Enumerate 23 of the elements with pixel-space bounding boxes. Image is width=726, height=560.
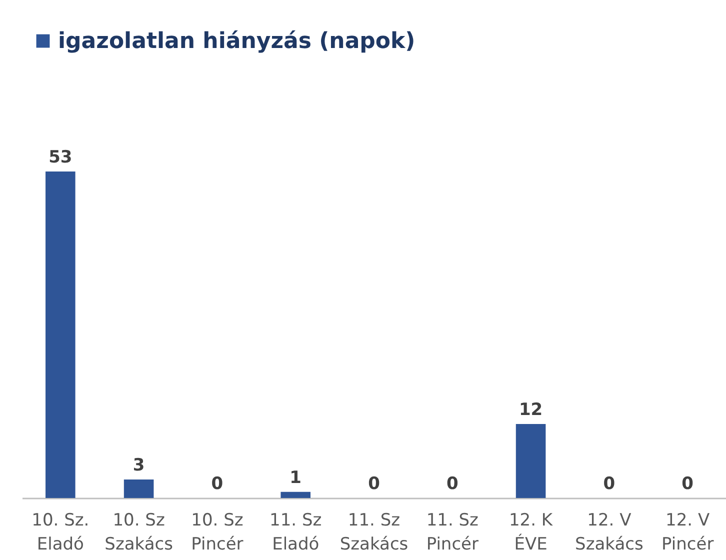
x-tick-label: 10. Sz Pincér xyxy=(191,510,244,554)
bar xyxy=(124,480,154,498)
bar xyxy=(46,171,76,498)
bar xyxy=(516,424,546,498)
x-tick-label: 12. K ÉVE xyxy=(508,510,554,554)
data-label: 1 xyxy=(290,468,302,488)
x-tick-label: 11. Sz Pincér xyxy=(426,510,479,554)
data-label: 53 xyxy=(48,147,72,168)
data-label: 3 xyxy=(132,456,145,476)
x-tick-label: 11. Sz Eladó xyxy=(270,510,322,554)
x-tick-label: 12. V Szakács xyxy=(575,510,644,554)
data-label: 0 xyxy=(211,474,224,494)
data-label: 0 xyxy=(603,474,616,494)
x-tick-label: 10. Sz. Eladó xyxy=(32,510,90,554)
x-tick-label: 10. Sz Szakács xyxy=(104,510,174,554)
bar xyxy=(280,492,310,498)
data-label: 0 xyxy=(446,474,458,494)
data-label: 12 xyxy=(518,400,543,420)
x-tick-label: 11. Sz Szakács xyxy=(340,510,408,554)
legend-label: igazolatlan hiányzás (napok) xyxy=(58,29,416,54)
data-label: 0 xyxy=(682,474,694,494)
data-label: 0 xyxy=(368,474,380,494)
x-tick-label: 12. V Pincér xyxy=(662,510,714,554)
